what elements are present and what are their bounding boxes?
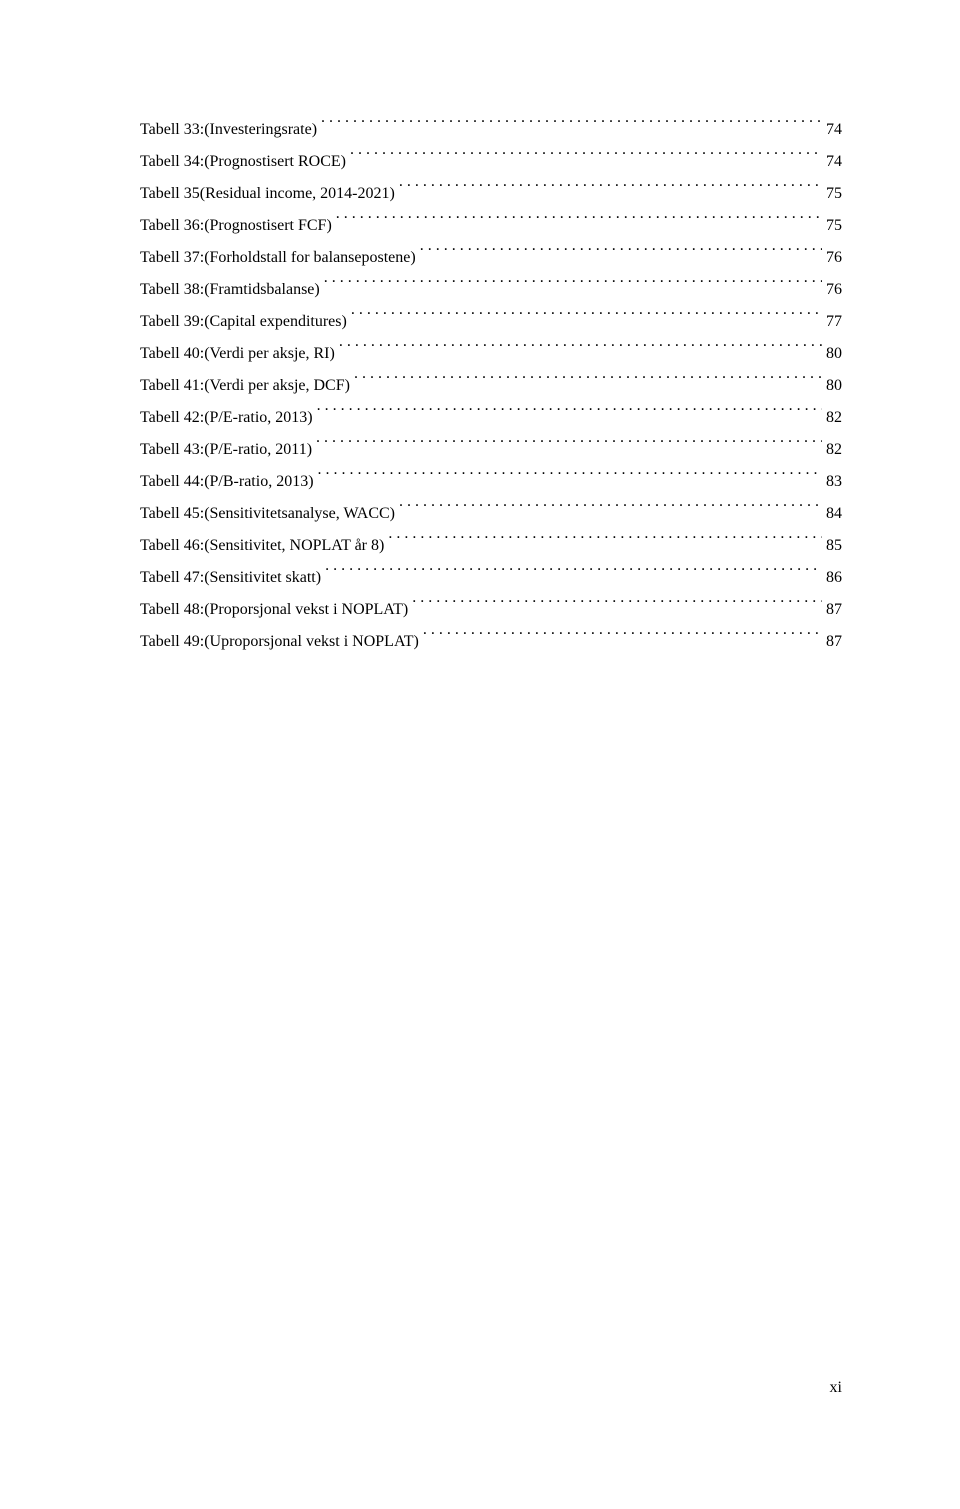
toc-entry: Tabell 33:(Investeringsrate) 74	[140, 114, 842, 146]
toc-entry: Tabell 49:(Uproporsjonal vekst i NOPLAT)…	[140, 626, 842, 658]
toc-entry-label: Tabell 34:(Prognostisert ROCE)	[140, 146, 346, 178]
toc-entry-label: Tabell 44:(P/B-ratio, 2013)	[140, 466, 314, 498]
toc-entry-label: Tabell 47:(Sensitivitet skatt)	[140, 562, 321, 594]
toc-entry: Tabell 45:(Sensitivitetsanalyse, WACC) 84	[140, 498, 842, 530]
toc-leader-dots	[316, 438, 822, 454]
toc-entry-page: 80	[826, 338, 842, 370]
toc-entry: Tabell 42:(P/E-ratio, 2013) 82	[140, 402, 842, 434]
toc-entry: Tabell 38:(Framtidsbalanse) 76	[140, 274, 842, 306]
toc-leader-dots	[351, 310, 822, 326]
table-of-contents: Tabell 33:(Investeringsrate)74Tabell 34:…	[140, 114, 842, 658]
toc-entry-page: 75	[826, 210, 842, 242]
toc-entry: Tabell 34:(Prognostisert ROCE) 74	[140, 146, 842, 178]
toc-entry: Tabell 37:(Forholdstall for balanseposte…	[140, 242, 842, 274]
toc-entry: Tabell 39:(Capital expenditures) 77	[140, 306, 842, 338]
toc-entry: Tabell 41:(Verdi per aksje, DCF) 80	[140, 370, 842, 402]
toc-leader-dots	[420, 246, 822, 262]
toc-entry-label: Tabell 45:(Sensitivitetsanalyse, WACC)	[140, 498, 395, 530]
toc-leader-dots	[317, 406, 822, 422]
toc-entry-page: 82	[826, 434, 842, 466]
toc-entry-label: Tabell 43:(P/E-ratio, 2011)	[140, 434, 312, 466]
toc-leader-dots	[339, 342, 822, 358]
toc-entry-page: 84	[826, 498, 842, 530]
toc-entry-label: Tabell 36:(Prognostisert FCF)	[140, 210, 332, 242]
toc-entry-page: 74	[826, 114, 842, 146]
toc-entry: Tabell 40:(Verdi per aksje, RI) 80	[140, 338, 842, 370]
toc-entry-label: Tabell 39:(Capital expenditures)	[140, 306, 347, 338]
toc-leader-dots	[336, 214, 822, 230]
toc-entry-label: Tabell 42:(P/E-ratio, 2013)	[140, 402, 313, 434]
toc-leader-dots	[324, 278, 822, 294]
toc-leader-dots	[325, 566, 822, 582]
toc-leader-dots	[412, 598, 822, 614]
page-number: xi	[830, 1379, 842, 1397]
toc-entry: Tabell 36:(Prognostisert FCF) 75	[140, 210, 842, 242]
toc-entry: Tabell 43:(P/E-ratio, 2011) 82	[140, 434, 842, 466]
toc-entry: Tabell 46:(Sensitivitet, NOPLAT år 8) 85	[140, 530, 842, 562]
toc-leader-dots	[399, 182, 822, 198]
toc-entry-label: Tabell 48:(Proporsjonal vekst i NOPLAT)	[140, 594, 408, 626]
toc-entry-page: 75	[826, 178, 842, 210]
toc-entry: Tabell 35(Residual income, 2014-2021) 75	[140, 178, 842, 210]
toc-entry-label: Tabell 35(Residual income, 2014-2021)	[140, 178, 395, 210]
toc-entry-label: Tabell 33:(Investeringsrate)	[140, 114, 317, 146]
toc-entry-label: Tabell 38:(Framtidsbalanse)	[140, 274, 320, 306]
toc-entry-label: Tabell 37:(Forholdstall for balanseposte…	[140, 242, 416, 274]
toc-entry-label: Tabell 40:(Verdi per aksje, RI)	[140, 338, 335, 370]
toc-entry-page: 74	[826, 146, 842, 178]
toc-entry-page: 85	[826, 530, 842, 562]
toc-entry-page: 76	[826, 242, 842, 274]
toc-leader-dots	[423, 630, 822, 646]
toc-entry-page: 86	[826, 562, 842, 594]
toc-leader-dots	[318, 470, 822, 486]
toc-leader-dots	[354, 374, 822, 390]
toc-entry: Tabell 47:(Sensitivitet skatt) 86	[140, 562, 842, 594]
toc-leader-dots	[321, 118, 822, 134]
toc-entry: Tabell 44:(P/B-ratio, 2013) 83	[140, 466, 842, 498]
toc-entry-page: 87	[826, 594, 842, 626]
toc-leader-dots	[388, 534, 822, 550]
toc-entry: Tabell 48:(Proporsjonal vekst i NOPLAT) 8…	[140, 594, 842, 626]
toc-entry-page: 77	[826, 306, 842, 338]
page-content: Tabell 33:(Investeringsrate)74Tabell 34:…	[0, 0, 960, 658]
toc-entry-page: 83	[826, 466, 842, 498]
toc-entry-page: 87	[826, 626, 842, 658]
toc-entry-label: Tabell 41:(Verdi per aksje, DCF)	[140, 370, 350, 402]
toc-entry-label: Tabell 46:(Sensitivitet, NOPLAT år 8)	[140, 530, 384, 562]
toc-entry-page: 82	[826, 402, 842, 434]
toc-leader-dots	[399, 502, 822, 518]
toc-entry-label: Tabell 49:(Uproporsjonal vekst i NOPLAT)	[140, 626, 419, 658]
toc-leader-dots	[350, 150, 822, 166]
toc-entry-page: 76	[826, 274, 842, 306]
toc-entry-page: 80	[826, 370, 842, 402]
